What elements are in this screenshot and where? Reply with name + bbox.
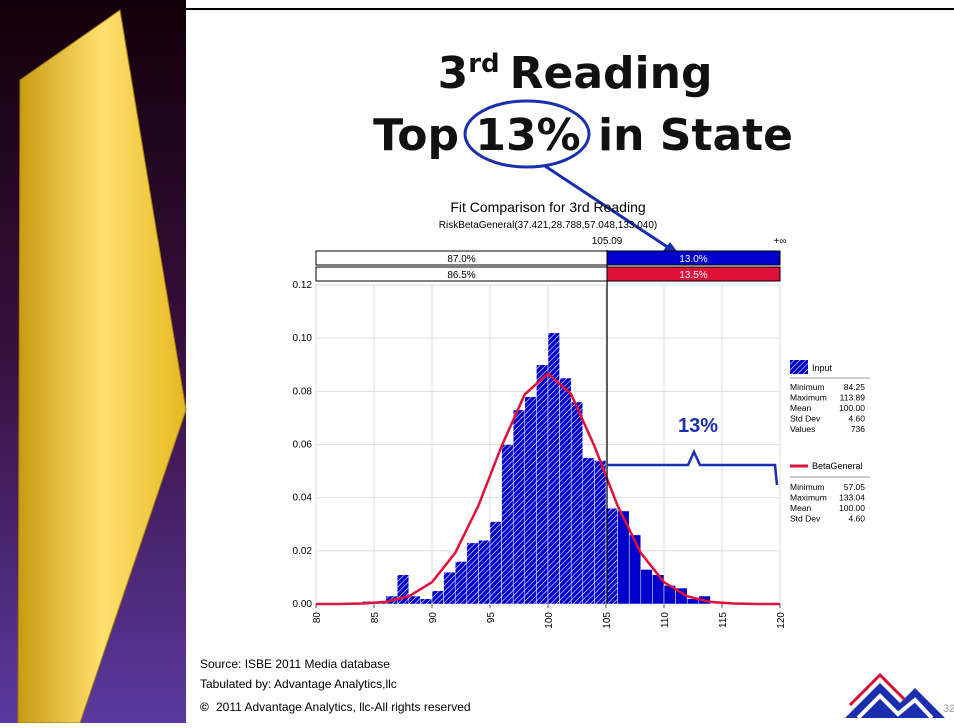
notepad xyxy=(17,9,187,724)
x-tick-label: 110 xyxy=(660,612,671,628)
bar xyxy=(594,460,607,605)
x-tick-label: 120 xyxy=(776,612,787,629)
title-suffix: rd xyxy=(468,49,499,79)
bar xyxy=(443,571,456,605)
bar xyxy=(628,534,642,605)
x-tick-label: 115 xyxy=(718,612,729,628)
title-highlight: 13% xyxy=(475,110,580,161)
bar xyxy=(524,396,537,605)
tabulated: Tabulated by: Advantage Analytics,llc xyxy=(200,677,397,691)
bar xyxy=(408,595,421,605)
bar xyxy=(582,457,595,605)
bar xyxy=(420,598,433,605)
title-number: 3 xyxy=(438,48,469,99)
title-start: Top xyxy=(373,110,459,161)
delim-text: 87.0% xyxy=(447,254,475,265)
bar xyxy=(501,444,514,605)
legend-stat-value: 4.60 xyxy=(848,414,865,424)
highlight-ellipse xyxy=(463,99,591,169)
title-word: Reading xyxy=(510,48,713,99)
bar xyxy=(512,409,526,605)
y-tick-label: 0.00 xyxy=(293,599,313,610)
legend-stat-value: 84.25 xyxy=(844,382,866,392)
delim-right-fit xyxy=(606,266,781,282)
y-tick-label: 0.04 xyxy=(293,493,313,504)
x-tick-label: 80 xyxy=(312,612,323,624)
delim-text: 13.5% xyxy=(679,270,707,281)
bar xyxy=(396,574,410,605)
delim-right-input xyxy=(606,250,781,266)
x-tick-label: 100 xyxy=(544,612,555,629)
delimiter-label: 105.09 xyxy=(592,236,623,247)
legend-stat-value: 736 xyxy=(851,424,865,434)
legend-swatch xyxy=(790,360,808,374)
legend-stat-label: Std Dev xyxy=(790,414,821,424)
x-tick-label: 105 xyxy=(602,612,613,629)
legend-stat-label: Maximum xyxy=(790,393,827,403)
legend-stat-label: Minimum xyxy=(790,482,824,492)
y-tick-label: 0.06 xyxy=(293,440,313,451)
bar xyxy=(454,561,468,605)
source: Source: ISBE 2011 Media database xyxy=(200,657,390,671)
page-number: 32 xyxy=(943,703,954,715)
title-end: in State xyxy=(598,110,793,161)
bar xyxy=(570,401,584,605)
chart-subtitle: RiskBetaGeneral(37.421,28.788,57.048,133… xyxy=(439,220,658,231)
x-tick-label: 90 xyxy=(428,612,439,624)
logo xyxy=(845,683,945,718)
bar xyxy=(431,590,444,605)
annotation: 13% xyxy=(678,415,718,437)
legend-stat-value: 100.00 xyxy=(839,503,865,513)
delim-text: 13.0% xyxy=(679,254,707,265)
delimiter-right-label: +∞ xyxy=(774,236,787,247)
legend-stat-value: 133.04 xyxy=(839,493,865,503)
bar xyxy=(605,508,618,605)
y-tick-label: 0.12 xyxy=(293,280,313,291)
plot: 0.00 0.02 0.04 0.06 0.08 0.10 0.12 80 85 90 95 100 1… xyxy=(293,236,870,629)
legend-stat-label: Maximum xyxy=(790,493,827,503)
title-line1: 3rd Reading xyxy=(438,48,713,99)
copyright: 2011 Advantage Analytics, llc-All rights… xyxy=(216,700,471,714)
bar xyxy=(559,377,572,605)
bar xyxy=(466,542,479,605)
bar xyxy=(489,521,502,605)
copyright-symbol: © xyxy=(200,700,209,714)
x-tick-label: 95 xyxy=(486,612,497,624)
y-tick-label: 0.10 xyxy=(293,333,313,344)
x-tick-label: 85 xyxy=(370,612,381,624)
legend-stat-label: Minimum xyxy=(790,382,824,392)
chart-title: Fit Comparison for 3rd Reading xyxy=(450,199,645,215)
delim-text: 86.5% xyxy=(447,270,475,281)
legend-stat-label: Mean xyxy=(790,403,812,413)
legend-entry: BetaGeneral xyxy=(812,461,863,471)
legend-stat-value: 4.60 xyxy=(848,514,865,524)
logo-accent xyxy=(848,672,907,707)
y-tick-label: 0.02 xyxy=(293,546,313,557)
legend-stat-label: Mean xyxy=(790,503,812,513)
brace xyxy=(607,449,779,486)
bar xyxy=(536,364,549,605)
legend-stat-value: 113.89 xyxy=(840,393,866,403)
arrow xyxy=(544,164,673,252)
legend-stat-value: 100.00 xyxy=(839,403,865,413)
legend-stat-label: Std Dev xyxy=(790,514,821,524)
bar xyxy=(640,569,653,605)
fit-curve xyxy=(316,371,780,606)
bar xyxy=(478,539,491,605)
legend-stat-value: 57.05 xyxy=(844,482,866,492)
logo-line xyxy=(856,693,934,720)
legend-entry: Input xyxy=(812,363,833,373)
y-tick-label: 0.08 xyxy=(293,386,313,397)
legend-stat-label: Values xyxy=(790,424,815,434)
